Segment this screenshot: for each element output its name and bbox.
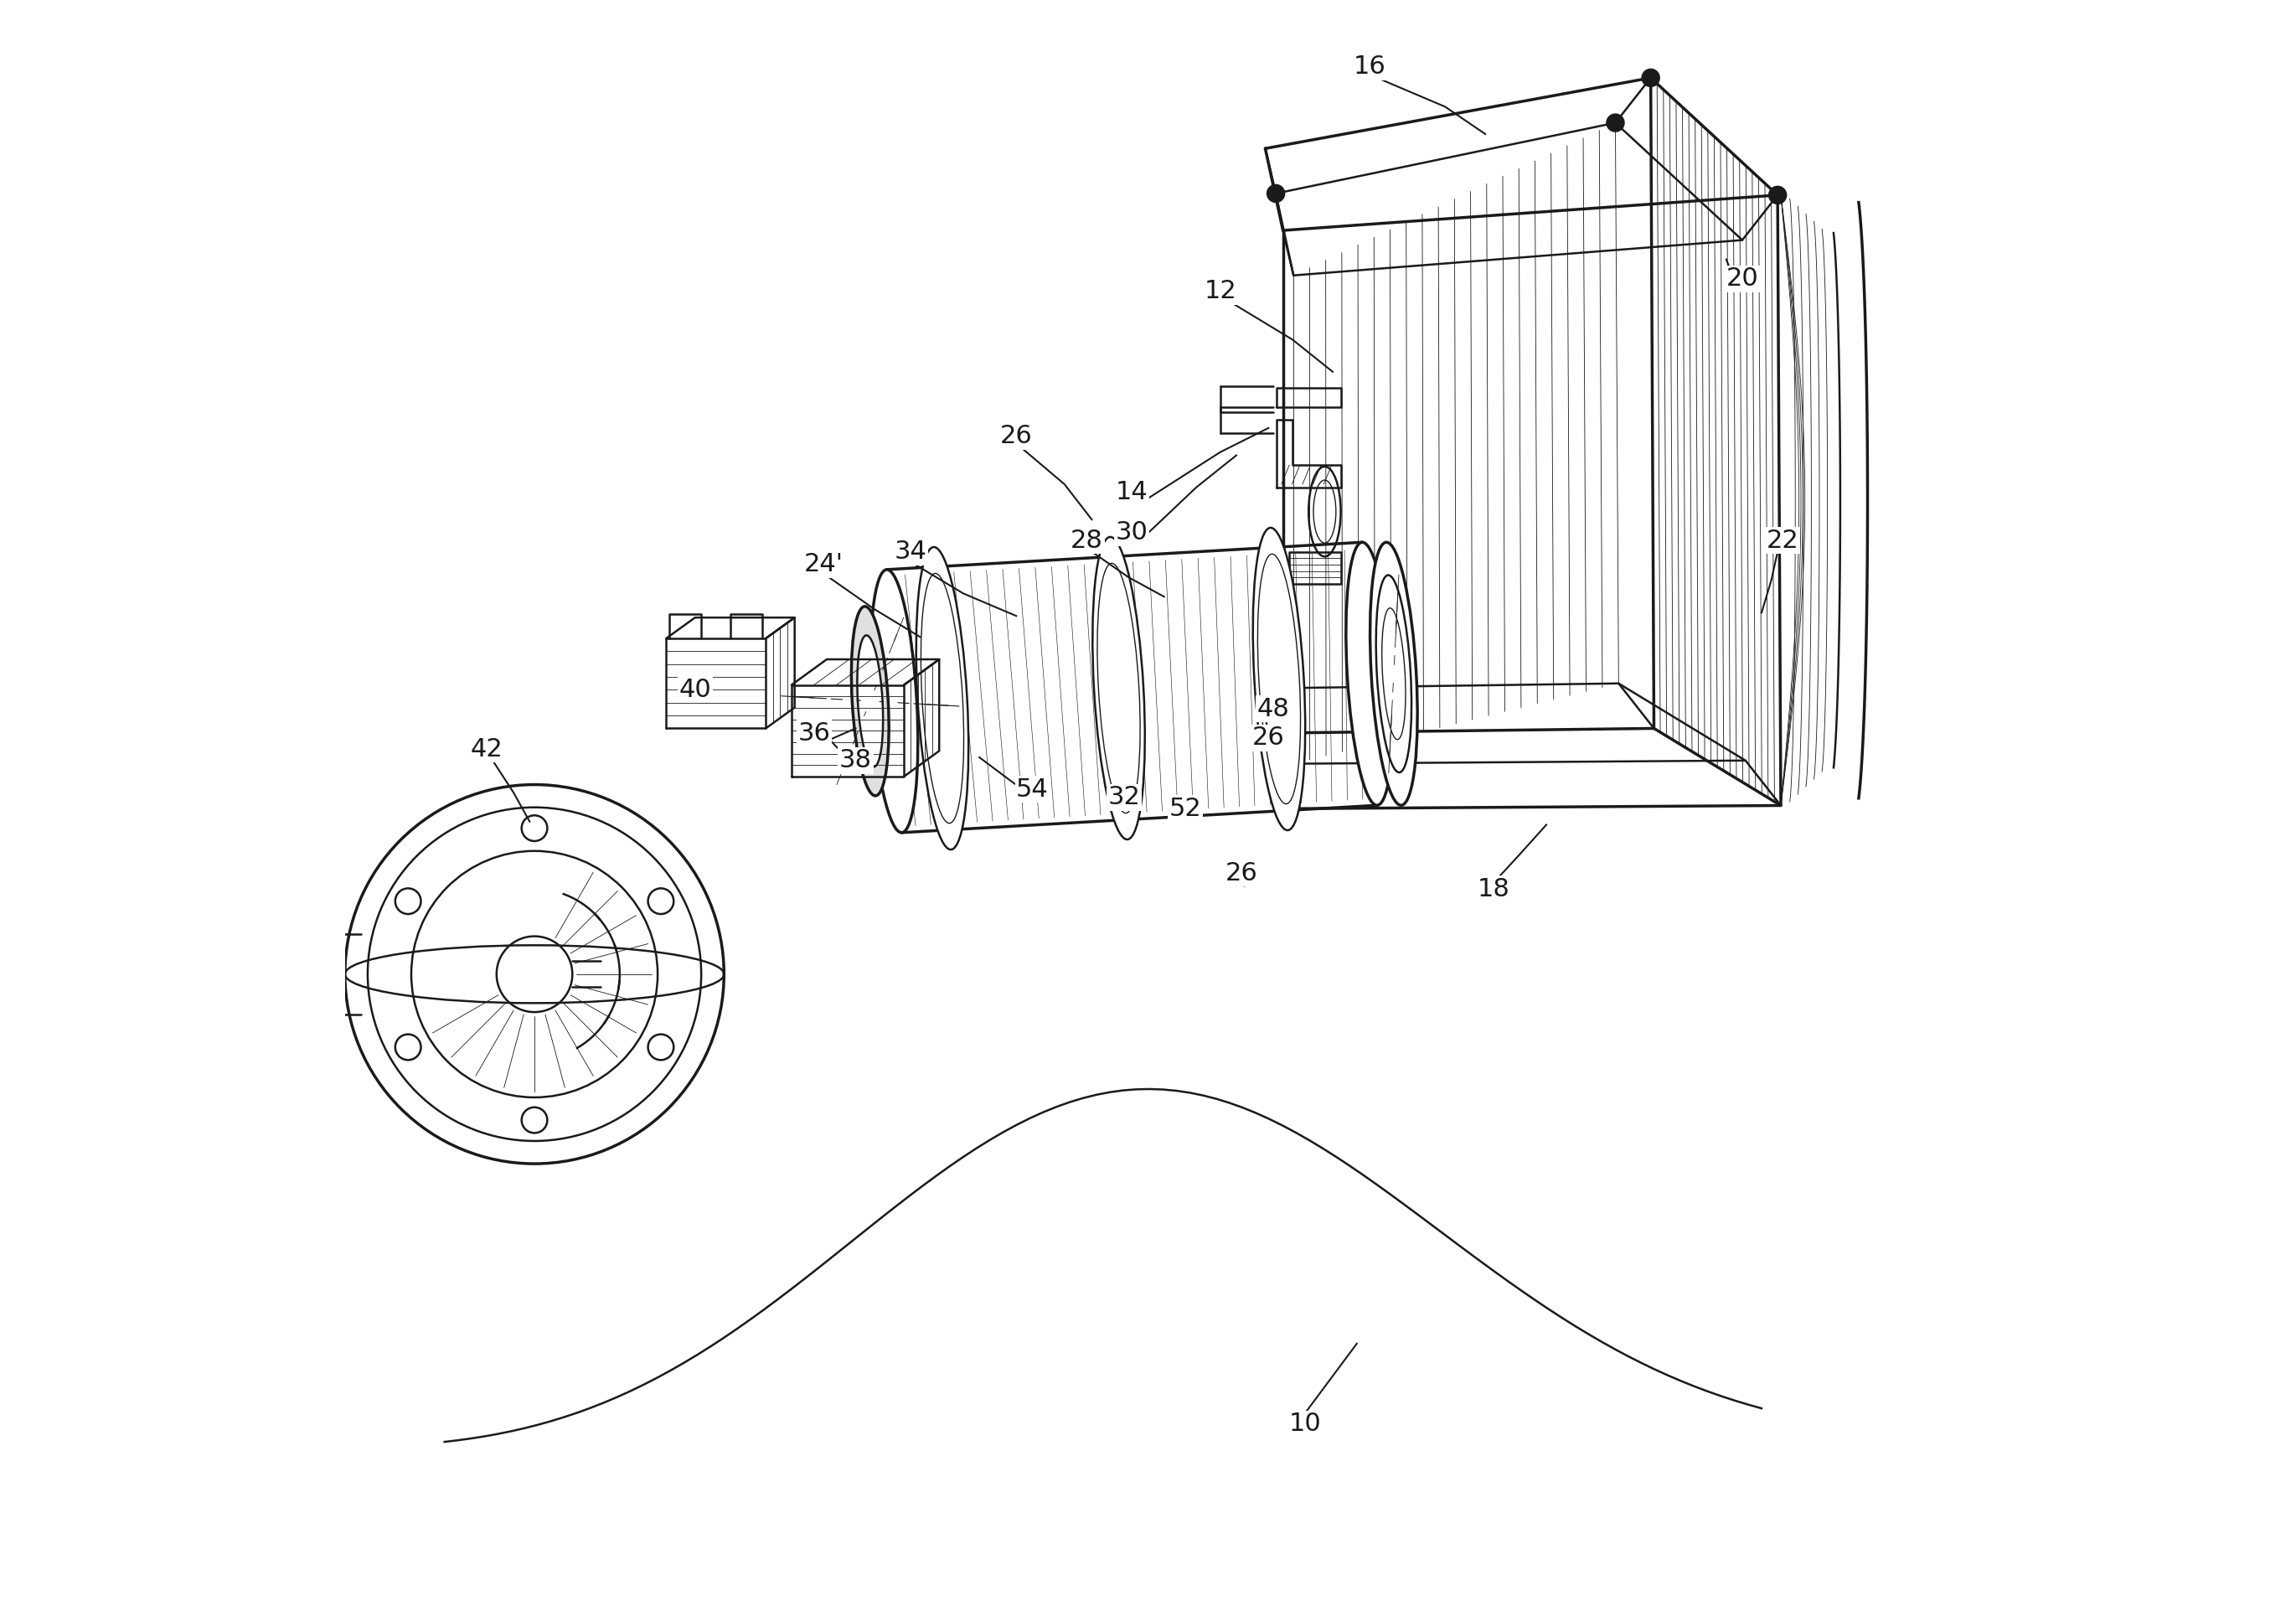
Text: 26: 26 <box>1226 860 1258 884</box>
Circle shape <box>1768 187 1786 205</box>
Text: 40: 40 <box>680 678 712 702</box>
Ellipse shape <box>856 635 884 767</box>
Text: 18: 18 <box>1476 876 1508 901</box>
Ellipse shape <box>647 888 673 913</box>
Ellipse shape <box>1345 543 1394 806</box>
Ellipse shape <box>496 936 572 1012</box>
Text: 32: 32 <box>1107 785 1141 810</box>
Ellipse shape <box>521 815 546 841</box>
Text: 30: 30 <box>1116 520 1148 545</box>
Text: 10: 10 <box>1288 1411 1322 1435</box>
Text: 42: 42 <box>471 738 503 762</box>
Text: 54: 54 <box>1017 777 1049 802</box>
Text: 14: 14 <box>1116 480 1148 504</box>
Text: 52: 52 <box>1169 796 1201 822</box>
Text: 34: 34 <box>893 540 928 564</box>
Text: 20: 20 <box>1727 266 1759 290</box>
Text: 48: 48 <box>1256 698 1290 722</box>
Text: 38: 38 <box>840 749 872 773</box>
Ellipse shape <box>852 606 889 796</box>
Circle shape <box>1267 185 1286 203</box>
Ellipse shape <box>1371 543 1417 806</box>
Text: 28: 28 <box>1070 528 1104 553</box>
Text: 16: 16 <box>1352 55 1387 79</box>
Ellipse shape <box>1093 536 1146 839</box>
Ellipse shape <box>395 1034 420 1060</box>
Ellipse shape <box>916 548 969 849</box>
Circle shape <box>1607 114 1623 132</box>
Text: 24': 24' <box>804 553 843 577</box>
Ellipse shape <box>521 1107 546 1133</box>
Ellipse shape <box>1254 528 1304 830</box>
Text: 22: 22 <box>1766 528 1798 553</box>
Ellipse shape <box>870 570 918 833</box>
Text: 26: 26 <box>1251 727 1286 751</box>
Text: 36: 36 <box>797 722 831 746</box>
Circle shape <box>1642 69 1660 87</box>
Text: 26: 26 <box>1001 424 1033 448</box>
Ellipse shape <box>395 888 420 913</box>
Text: 12: 12 <box>1203 279 1238 303</box>
Ellipse shape <box>647 1034 673 1060</box>
